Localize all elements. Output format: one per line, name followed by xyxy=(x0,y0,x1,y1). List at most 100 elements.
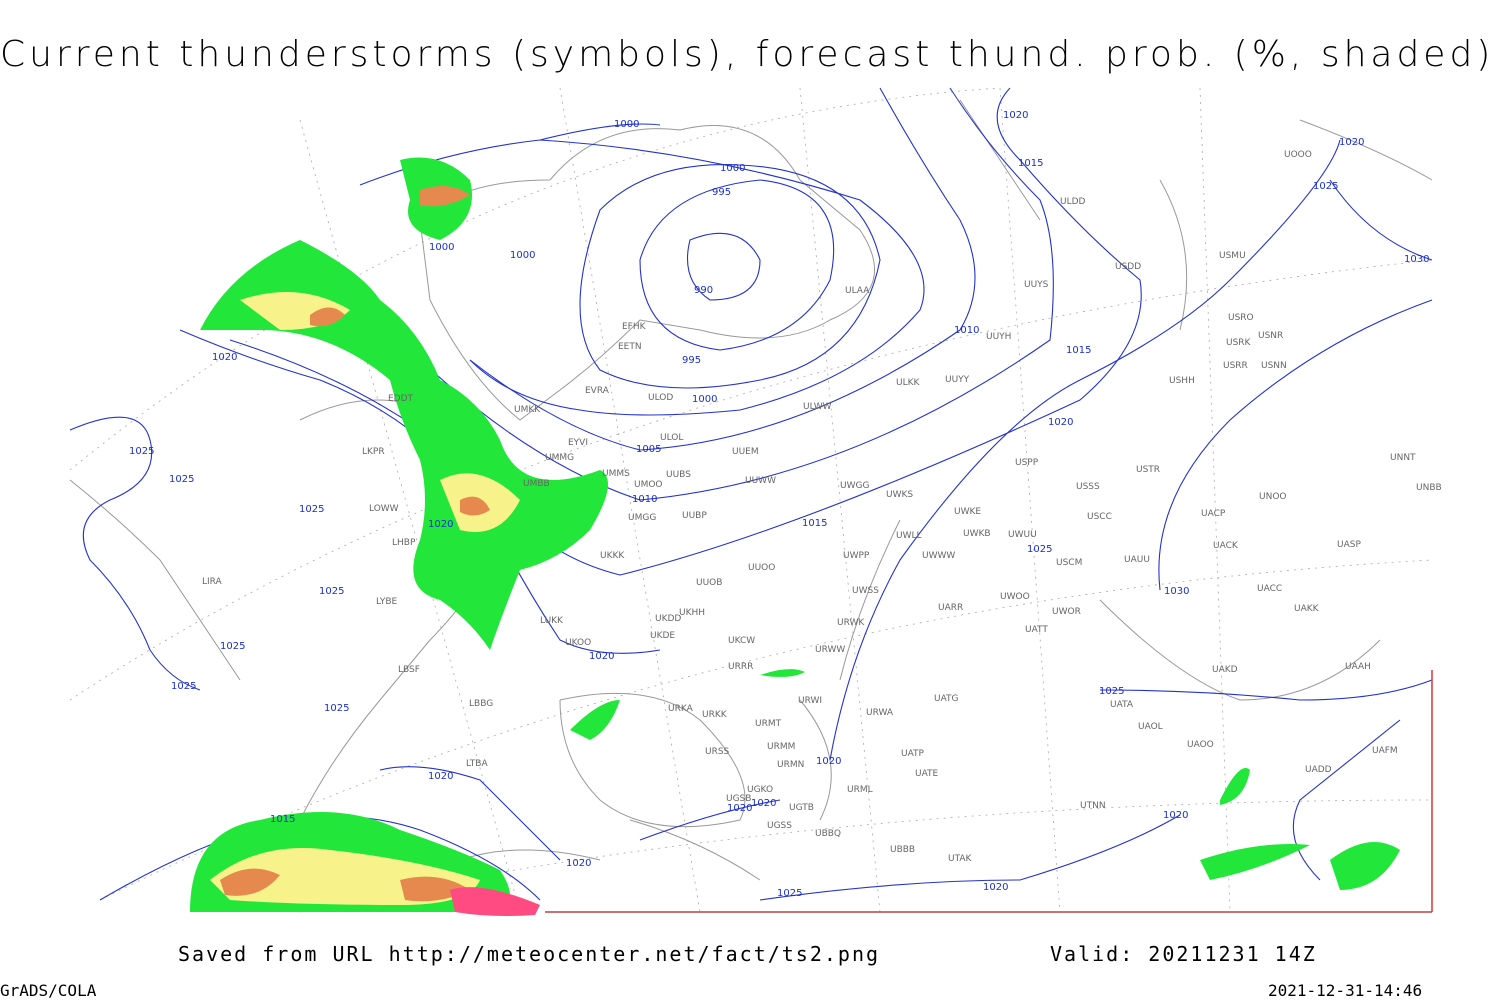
station-label: UWOR xyxy=(1052,607,1081,617)
station-label: ULKK xyxy=(896,378,921,388)
isobar-label: 1025 xyxy=(129,446,154,457)
station-label: UWUU xyxy=(1008,530,1037,540)
station-label: UWOO xyxy=(1000,592,1030,602)
station-label: USSS xyxy=(1076,482,1100,492)
station-label: UUBS xyxy=(666,470,691,480)
station-label: URML xyxy=(847,785,873,795)
isobar-label: 1020 xyxy=(566,858,591,869)
isobar-label: 990 xyxy=(694,285,713,296)
station-label: UBBQ xyxy=(815,829,841,839)
station-label: ULOL xyxy=(660,433,683,443)
isobar-label: 1015 xyxy=(1018,158,1043,169)
isobar-label: 1000 xyxy=(692,394,717,405)
isobar-label: 1025 xyxy=(1099,686,1124,697)
station-label: UWGG xyxy=(840,481,869,491)
station-label: USCM xyxy=(1056,558,1082,568)
station-label: USRO xyxy=(1228,313,1254,323)
station-label: EVRA xyxy=(585,386,610,396)
isobar-label: 1030 xyxy=(1164,586,1189,597)
station-label: UWPP xyxy=(843,551,870,561)
station-label: URSS xyxy=(705,747,730,757)
isobar-label: 1020 xyxy=(1339,137,1364,148)
isobar-label: 1025 xyxy=(171,681,196,692)
station-label: ULOD xyxy=(648,393,673,403)
station-label: ULAA xyxy=(845,286,870,296)
station-label: UTNN xyxy=(1080,801,1106,811)
isobar-label: 1025 xyxy=(220,641,245,652)
station-label: USCC xyxy=(1087,512,1112,522)
isobar-label: 1010 xyxy=(632,494,657,505)
station-label: UOOO xyxy=(1284,150,1312,160)
station-label: UGSB xyxy=(726,794,751,804)
station-label: USTR xyxy=(1136,465,1160,475)
station-label: URKA xyxy=(668,704,694,714)
isobar-label: 1025 xyxy=(169,474,194,485)
station-label: UATA xyxy=(1110,700,1134,710)
station-label: UADD xyxy=(1305,765,1332,775)
station-label: URMN xyxy=(777,760,804,770)
station-label: UWWW xyxy=(922,551,955,561)
footer-software: GrADS/COLA xyxy=(0,981,97,1000)
footer-timestamp: 2021-12-31-14:46 xyxy=(1268,981,1422,1000)
station-label: UMKK xyxy=(514,405,541,415)
station-label: UKHH xyxy=(679,608,705,618)
isobar-label: 1025 xyxy=(777,888,802,899)
station-label: UGTB xyxy=(789,803,814,813)
station-label: UUEM xyxy=(732,447,759,457)
isobar-label: 1020 xyxy=(212,352,237,363)
station-label: UAKK xyxy=(1294,604,1320,614)
station-label: UACK xyxy=(1213,541,1239,551)
isobar-label: 1015 xyxy=(270,814,295,825)
isobar-label: 1025 xyxy=(319,586,344,597)
isobar-label: 1025 xyxy=(299,504,324,515)
station-label: UWKB xyxy=(963,529,991,539)
station-label: USNR xyxy=(1258,331,1283,341)
station-label: LUKK xyxy=(540,616,564,626)
station-label: UUYS xyxy=(1024,280,1049,290)
isobar-label: 1000 xyxy=(720,163,745,174)
isobar-label: 1015 xyxy=(1066,345,1091,356)
isobar-label: 1025 xyxy=(1027,544,1052,555)
station-label: URWI xyxy=(798,696,822,706)
station-label: LTBA xyxy=(466,759,488,769)
station-label: UUBP xyxy=(682,511,707,521)
isobar-label: 1020 xyxy=(428,519,453,530)
station-label: UACP xyxy=(1201,509,1226,519)
station-label: URMM xyxy=(767,742,795,752)
station-label: UATG xyxy=(934,694,959,704)
station-label: UACC xyxy=(1257,584,1282,594)
coastline xyxy=(69,99,1433,881)
station-label: UGKO xyxy=(747,785,773,795)
station-label: UNNT xyxy=(1390,453,1416,463)
station-label: UAFM xyxy=(1372,746,1398,756)
isobar-label: 1000 xyxy=(510,250,535,261)
isobar-label: 1020 xyxy=(1003,110,1028,121)
station-label: USNN xyxy=(1261,361,1287,371)
station-label: UNOO xyxy=(1259,492,1287,502)
station-label: LIRA xyxy=(202,577,223,587)
station-label: UATE xyxy=(915,769,939,779)
isobar-label: 1030 xyxy=(1404,254,1429,265)
isobar-label: 1020 xyxy=(727,803,752,814)
station-label: LBBG xyxy=(469,699,493,709)
station-label: USDD xyxy=(1115,262,1141,272)
station-label: URMT xyxy=(755,719,782,729)
station-label: EETN xyxy=(618,342,642,352)
station-label: UUYY xyxy=(945,375,970,385)
isobar-label: 1020 xyxy=(983,882,1008,893)
station-label: UMMS xyxy=(602,469,630,479)
station-label: LKPR xyxy=(362,447,385,457)
station-label: URRR xyxy=(728,662,753,672)
station-label: LYBE xyxy=(376,597,397,607)
station-label: EYVI xyxy=(568,438,588,448)
station-label: UTAK xyxy=(948,854,973,864)
isobar-label: 1025 xyxy=(324,703,349,714)
station-label: UUWW xyxy=(745,476,776,486)
isobar-label: 1000 xyxy=(429,242,454,253)
station-label: UUOB xyxy=(696,578,722,588)
station-label: LOWW xyxy=(369,504,399,514)
station-label: UAUU xyxy=(1124,555,1150,565)
station-label: URWA xyxy=(866,708,894,718)
